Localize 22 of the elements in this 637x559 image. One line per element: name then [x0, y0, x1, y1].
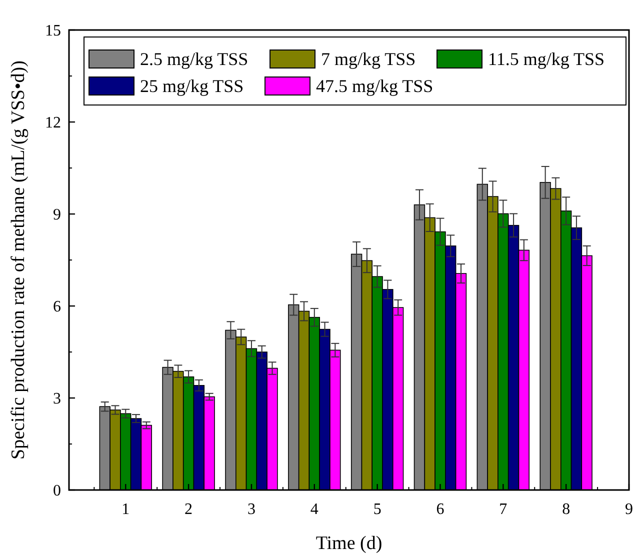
legend-label: 25 mg/kg TSS — [140, 76, 244, 96]
legend-label: 11.5 mg/kg TSS — [488, 49, 605, 69]
y-tick-label: 6 — [53, 298, 61, 316]
x-tick-label: 5 — [373, 501, 382, 518]
x-tick-label: 2 — [184, 501, 193, 518]
y-tick-label: 9 — [53, 206, 61, 224]
legend-label: 7 mg/kg TSS — [321, 49, 416, 69]
y-tick-label: 15 — [45, 22, 61, 40]
y-tick-label: 12 — [45, 114, 61, 132]
x-tick-label: 1 — [122, 501, 130, 518]
y-tick-label: 3 — [53, 390, 61, 408]
x-axis-title: Time (d) — [316, 533, 382, 554]
x-tick-label: 4 — [310, 501, 318, 518]
x-tick-label: 8 — [562, 501, 570, 518]
x-tick-label: 7 — [499, 501, 508, 518]
x-tick-label: 6 — [436, 501, 444, 518]
y-tick-label: 0 — [53, 482, 61, 500]
x-tick-label: 3 — [247, 501, 256, 518]
x-tick-label: 9 — [625, 501, 633, 518]
legend-label: 47.5 mg/kg TSS — [316, 76, 434, 96]
y-axis-title: Specific production rate of methane (mL/(g VSS•d)) — [8, 60, 29, 460]
legend-label: 2.5 mg/kg TSS — [140, 49, 248, 69]
